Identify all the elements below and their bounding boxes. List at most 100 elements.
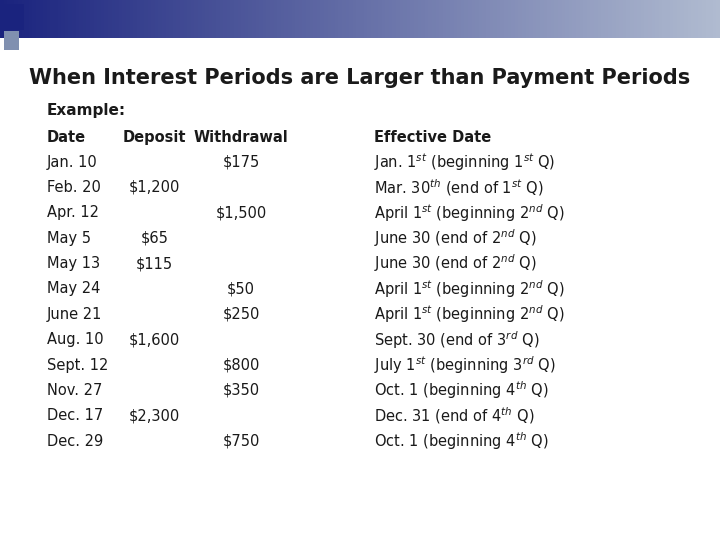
Bar [274, 0, 277, 38]
Bar [684, 0, 688, 38]
Bar [4, 4, 24, 30]
Bar [277, 0, 281, 38]
Bar [292, 0, 295, 38]
Text: $65: $65 [141, 231, 168, 246]
Bar [598, 0, 601, 38]
Bar [652, 0, 655, 38]
Bar [580, 0, 583, 38]
Bar [346, 0, 349, 38]
Bar [594, 0, 598, 38]
Bar [716, 0, 720, 38]
Bar [490, 0, 493, 38]
Bar [338, 0, 342, 38]
Bar [522, 0, 526, 38]
Bar [335, 0, 338, 38]
Bar [22, 0, 25, 38]
Bar [504, 0, 508, 38]
Bar [4, 0, 7, 38]
Bar [353, 0, 356, 38]
Bar [234, 0, 238, 38]
Text: Nov. 27: Nov. 27 [47, 383, 102, 398]
Bar [137, 0, 140, 38]
Bar [4, 31, 19, 50]
Bar [58, 0, 61, 38]
Bar [40, 0, 43, 38]
Bar [313, 0, 317, 38]
Bar [590, 0, 594, 38]
Bar [533, 0, 536, 38]
Bar [482, 0, 486, 38]
Bar [130, 0, 133, 38]
Bar [256, 0, 259, 38]
Text: $350: $350 [222, 383, 260, 398]
Bar [76, 0, 79, 38]
Bar [202, 0, 205, 38]
Bar [529, 0, 533, 38]
Bar [432, 0, 436, 38]
Bar [209, 0, 212, 38]
Text: Example:: Example: [47, 103, 126, 118]
Bar [709, 0, 713, 38]
Bar [454, 0, 457, 38]
Text: Dec. 31 (end of 4$^{th}$ Q): Dec. 31 (end of 4$^{th}$ Q) [374, 406, 535, 426]
Bar [108, 0, 112, 38]
Text: April 1$^{st}$ (beginning 2$^{nd}$ Q): April 1$^{st}$ (beginning 2$^{nd}$ Q) [374, 202, 565, 224]
Bar [349, 0, 353, 38]
Bar [223, 0, 227, 38]
Bar [61, 0, 65, 38]
Text: $2,300: $2,300 [129, 408, 181, 423]
Bar [382, 0, 385, 38]
Bar [310, 0, 313, 38]
Bar [119, 0, 122, 38]
Bar [140, 0, 144, 38]
Bar [450, 0, 454, 38]
Bar [270, 0, 274, 38]
Bar [133, 0, 137, 38]
Bar [169, 0, 173, 38]
Bar [389, 0, 392, 38]
Bar [396, 0, 400, 38]
Bar [554, 0, 558, 38]
Bar [536, 0, 540, 38]
Bar [486, 0, 490, 38]
Bar [7, 0, 11, 38]
Bar [18, 0, 22, 38]
Text: June 21: June 21 [47, 307, 102, 322]
Text: Withdrawal: Withdrawal [194, 130, 289, 145]
Bar [162, 0, 166, 38]
Bar [101, 0, 104, 38]
Text: June 30 (end of 2$^{nd}$ Q): June 30 (end of 2$^{nd}$ Q) [374, 253, 537, 274]
Bar [392, 0, 396, 38]
Bar [122, 0, 126, 38]
Bar [526, 0, 529, 38]
Bar [288, 0, 292, 38]
Bar [245, 0, 248, 38]
Bar [11, 0, 14, 38]
Bar [518, 0, 522, 38]
Bar [158, 0, 162, 38]
Bar [558, 0, 562, 38]
Bar [378, 0, 382, 38]
Bar [641, 0, 644, 38]
Text: Jan. 10: Jan. 10 [47, 154, 97, 170]
Bar [508, 0, 511, 38]
Bar [205, 0, 209, 38]
Text: Apr. 12: Apr. 12 [47, 205, 99, 220]
Bar [72, 0, 76, 38]
Text: Dec. 17: Dec. 17 [47, 408, 103, 423]
Bar [144, 0, 148, 38]
Bar [263, 0, 266, 38]
Text: $750: $750 [222, 434, 260, 449]
Bar [216, 0, 220, 38]
Bar [583, 0, 587, 38]
Bar [238, 0, 241, 38]
Bar [29, 0, 32, 38]
Bar [605, 0, 608, 38]
Text: Oct. 1 (beginning 4$^{th}$ Q): Oct. 1 (beginning 4$^{th}$ Q) [374, 430, 549, 452]
Bar [281, 0, 284, 38]
Bar [616, 0, 619, 38]
Bar [65, 0, 68, 38]
Bar [436, 0, 439, 38]
Bar [317, 0, 320, 38]
Text: July 1$^{st}$ (beginning 3$^{rd}$ Q): July 1$^{st}$ (beginning 3$^{rd}$ Q) [374, 354, 557, 376]
